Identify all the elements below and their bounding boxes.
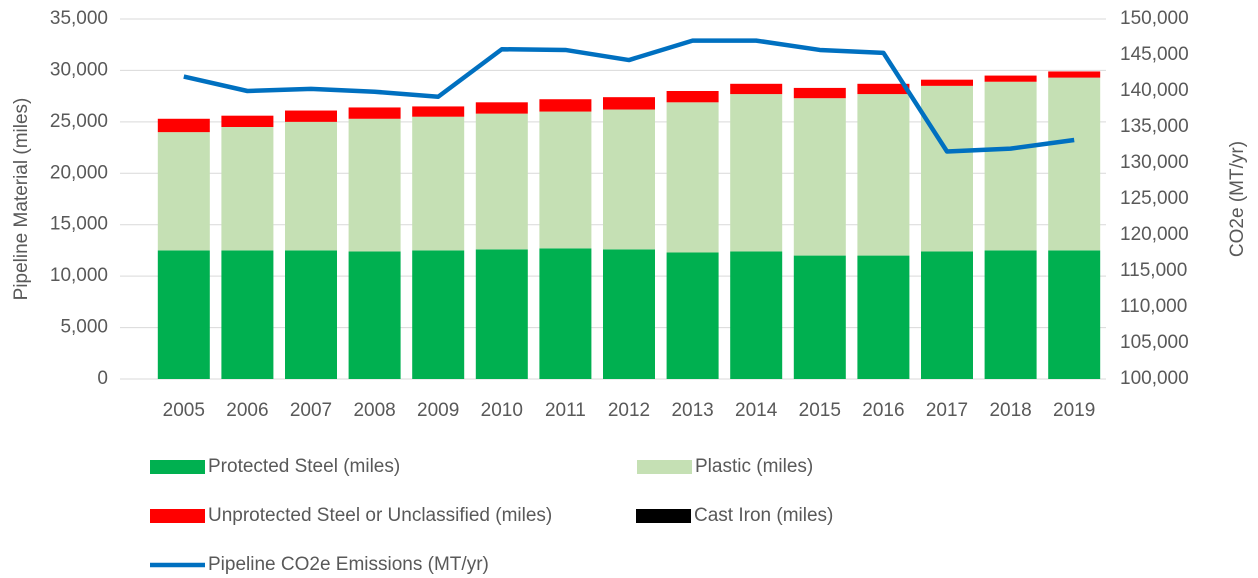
- y2-tick-label: 130,000: [1120, 152, 1189, 173]
- y2-tick-label: 150,000: [1120, 8, 1189, 29]
- bar: [984, 81, 1037, 251]
- legend-label: Plastic (miles): [695, 456, 813, 477]
- y2-tick-label: 115,000: [1120, 260, 1187, 281]
- x-tick-label: 2019: [1053, 400, 1095, 421]
- bar: [221, 127, 274, 251]
- bar: [412, 116, 465, 251]
- bar: [348, 118, 401, 252]
- bar: [1048, 71, 1101, 78]
- y-tick-label: 30,000: [50, 59, 108, 80]
- y2-tick-label: 105,000: [1120, 332, 1189, 353]
- bar: [539, 99, 592, 112]
- bar: [603, 109, 655, 250]
- legend-swatch: [636, 509, 691, 523]
- bar: [921, 251, 973, 379]
- x-tick-label: 2014: [735, 400, 778, 421]
- bar: [348, 107, 401, 119]
- y-tick-label: 5,000: [60, 317, 108, 338]
- legend-label: Protected Steel (miles): [208, 456, 400, 477]
- x-tick-label: 2017: [926, 400, 968, 421]
- bar: [285, 250, 337, 379]
- legend-swatch: [637, 460, 692, 474]
- x-tick-label: 2007: [290, 400, 332, 421]
- bar: [984, 75, 1037, 82]
- x-tick-label: 2008: [353, 400, 395, 421]
- legend-swatch: [150, 460, 205, 474]
- x-tick-label: 2005: [163, 400, 205, 421]
- bar: [857, 94, 910, 256]
- y-tick-label: 25,000: [50, 111, 108, 132]
- bar: [921, 85, 973, 252]
- x-tick-label: 2015: [799, 400, 841, 421]
- bar: [730, 83, 783, 95]
- x-tick-label: 2012: [608, 400, 650, 421]
- bar: [1048, 250, 1101, 379]
- y2-tick-label: 120,000: [1120, 224, 1189, 245]
- x-tick-label: 2006: [226, 400, 268, 421]
- bar: [730, 94, 783, 252]
- legend-swatch: [150, 509, 205, 523]
- bar: [412, 106, 465, 117]
- bar: [666, 102, 719, 253]
- bar: [793, 87, 846, 99]
- legend-label: Cast Iron (miles): [694, 505, 833, 526]
- legend-label: Unprotected Steel or Unclassified (miles…: [208, 505, 552, 526]
- y-axis-label: Pipeline Material (miles): [11, 98, 32, 301]
- bar: [475, 102, 528, 114]
- y-tick-label: 35,000: [50, 8, 108, 29]
- y-tick-label: 0: [97, 368, 108, 389]
- legend-label: Pipeline CO2e Emissions (MT/yr): [208, 554, 489, 575]
- bar: [475, 113, 528, 250]
- x-tick-label: 2018: [989, 400, 1031, 421]
- y-tick-label: 10,000: [50, 265, 108, 286]
- bar: [603, 249, 655, 379]
- bar: [793, 98, 846, 256]
- y2-tick-label: 125,000: [1120, 188, 1189, 209]
- bar: [857, 83, 910, 95]
- bar: [157, 250, 210, 379]
- y2-tick-label: 110,000: [1120, 296, 1187, 317]
- bar: [857, 255, 910, 379]
- bar: [666, 91, 719, 103]
- bar: [221, 250, 274, 379]
- bar: [730, 251, 783, 379]
- y-tick-label: 20,000: [50, 162, 108, 183]
- x-tick-label: 2016: [862, 400, 904, 421]
- bar: [412, 250, 465, 379]
- bar: [539, 111, 592, 249]
- bar: [221, 115, 274, 127]
- x-tick-label: 2010: [481, 400, 523, 421]
- x-tick-label: 2009: [417, 400, 459, 421]
- y2-tick-label: 135,000: [1120, 116, 1189, 137]
- bar: [921, 79, 973, 86]
- line: [183, 38, 1075, 154]
- x-tick-label: 2013: [671, 400, 713, 421]
- bar: [475, 249, 528, 379]
- bar: [157, 118, 210, 133]
- bar: [348, 251, 401, 379]
- bar: [539, 248, 592, 379]
- bar: [1048, 77, 1101, 251]
- bar: [793, 255, 846, 379]
- bar: [984, 250, 1037, 379]
- y2-tick-label: 140,000: [1120, 80, 1189, 101]
- y-tick-label: 15,000: [50, 214, 108, 235]
- x-tick-label: 2011: [545, 400, 586, 421]
- bar: [285, 110, 337, 122]
- y2-tick-label: 100,000: [1120, 368, 1189, 389]
- bar: [285, 121, 337, 251]
- y2-axis-label: CO2e (MT/yr): [1227, 141, 1248, 257]
- bar: [666, 252, 719, 379]
- bar: [603, 97, 655, 110]
- bar: [157, 132, 210, 251]
- y2-tick-label: 145,000: [1120, 44, 1189, 65]
